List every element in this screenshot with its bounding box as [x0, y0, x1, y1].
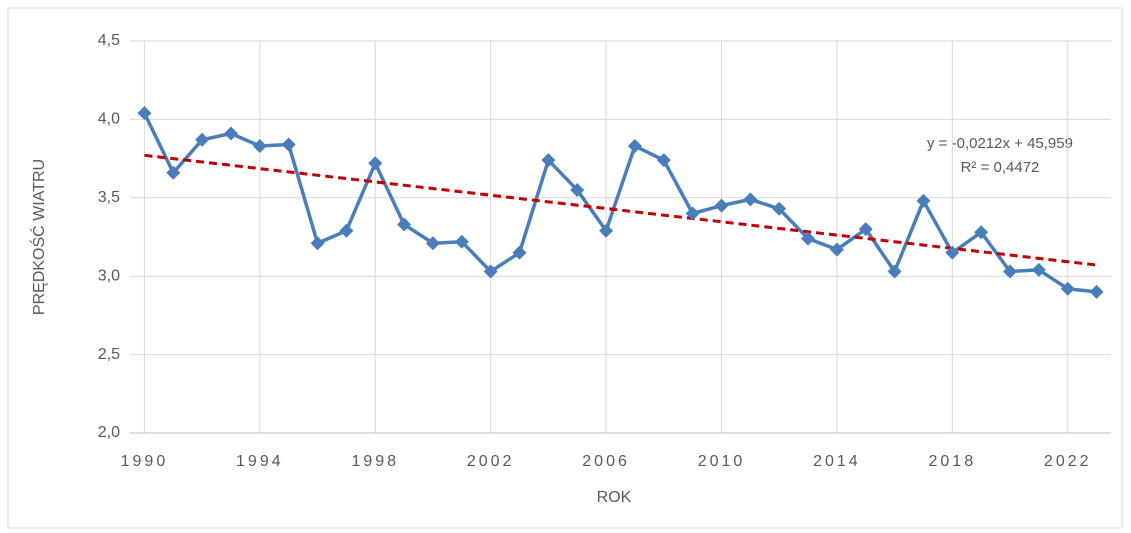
data-point — [743, 192, 758, 207]
data-point — [512, 245, 527, 260]
x-tick-label: 1998 — [351, 453, 399, 470]
y-tick-label: 3,0 — [98, 267, 120, 284]
data-point — [310, 236, 325, 251]
data-point — [195, 132, 210, 147]
y-tick-label: 4,0 — [98, 111, 120, 128]
data-point — [570, 182, 585, 197]
data-point — [541, 153, 556, 168]
data-point — [974, 225, 989, 240]
data-point — [223, 126, 238, 141]
data-point — [656, 153, 671, 168]
data-point — [454, 234, 469, 249]
data-point — [483, 264, 498, 279]
data-point — [714, 198, 729, 213]
data-point — [858, 222, 873, 237]
data-point — [137, 106, 152, 121]
y-tick-label: 2,5 — [98, 346, 120, 363]
x-axis-label: ROK — [597, 489, 632, 506]
trend-r2: R² = 0,4472 — [961, 159, 1040, 176]
x-tick-label: 2022 — [1044, 453, 1092, 470]
data-point — [252, 139, 267, 154]
chart-border — [7, 7, 1123, 529]
y-axis-label: PRĘDKOŚĆ WIATRU — [29, 159, 48, 315]
data-point — [166, 165, 181, 180]
y-tick-label: 3,5 — [98, 189, 120, 206]
data-point — [772, 201, 787, 216]
data-point — [627, 139, 642, 154]
x-tick-label: 2010 — [698, 453, 746, 470]
data-point — [339, 223, 354, 238]
data-point — [887, 264, 902, 279]
y-tick-label: 2,0 — [98, 424, 120, 441]
data-point — [829, 242, 844, 257]
x-tick-label: 2006 — [582, 453, 630, 470]
data-point — [1003, 264, 1018, 279]
data-point — [368, 156, 383, 171]
data-point — [1060, 281, 1075, 296]
x-tick-label: 2002 — [467, 453, 515, 470]
data-point — [397, 217, 412, 232]
data-line — [142, 112, 1097, 294]
data-point — [685, 206, 700, 221]
data-point — [945, 245, 960, 260]
data-point — [1031, 262, 1046, 277]
data-point — [425, 236, 440, 251]
trend-equation: y = -0,0212x + 45,959 — [927, 135, 1073, 152]
data-point — [916, 193, 931, 208]
x-tick-label: 1990 — [121, 453, 169, 470]
data-point — [599, 223, 614, 238]
data-point — [1089, 284, 1104, 299]
data-point — [281, 137, 296, 152]
x-tick-label: 1994 — [236, 453, 284, 470]
x-tick-label: 2018 — [929, 453, 977, 470]
y-tick-label: 4,5 — [98, 32, 120, 49]
x-tick-label: 2014 — [813, 453, 861, 470]
data-point — [801, 231, 816, 246]
trend-line — [144, 153, 1097, 267]
